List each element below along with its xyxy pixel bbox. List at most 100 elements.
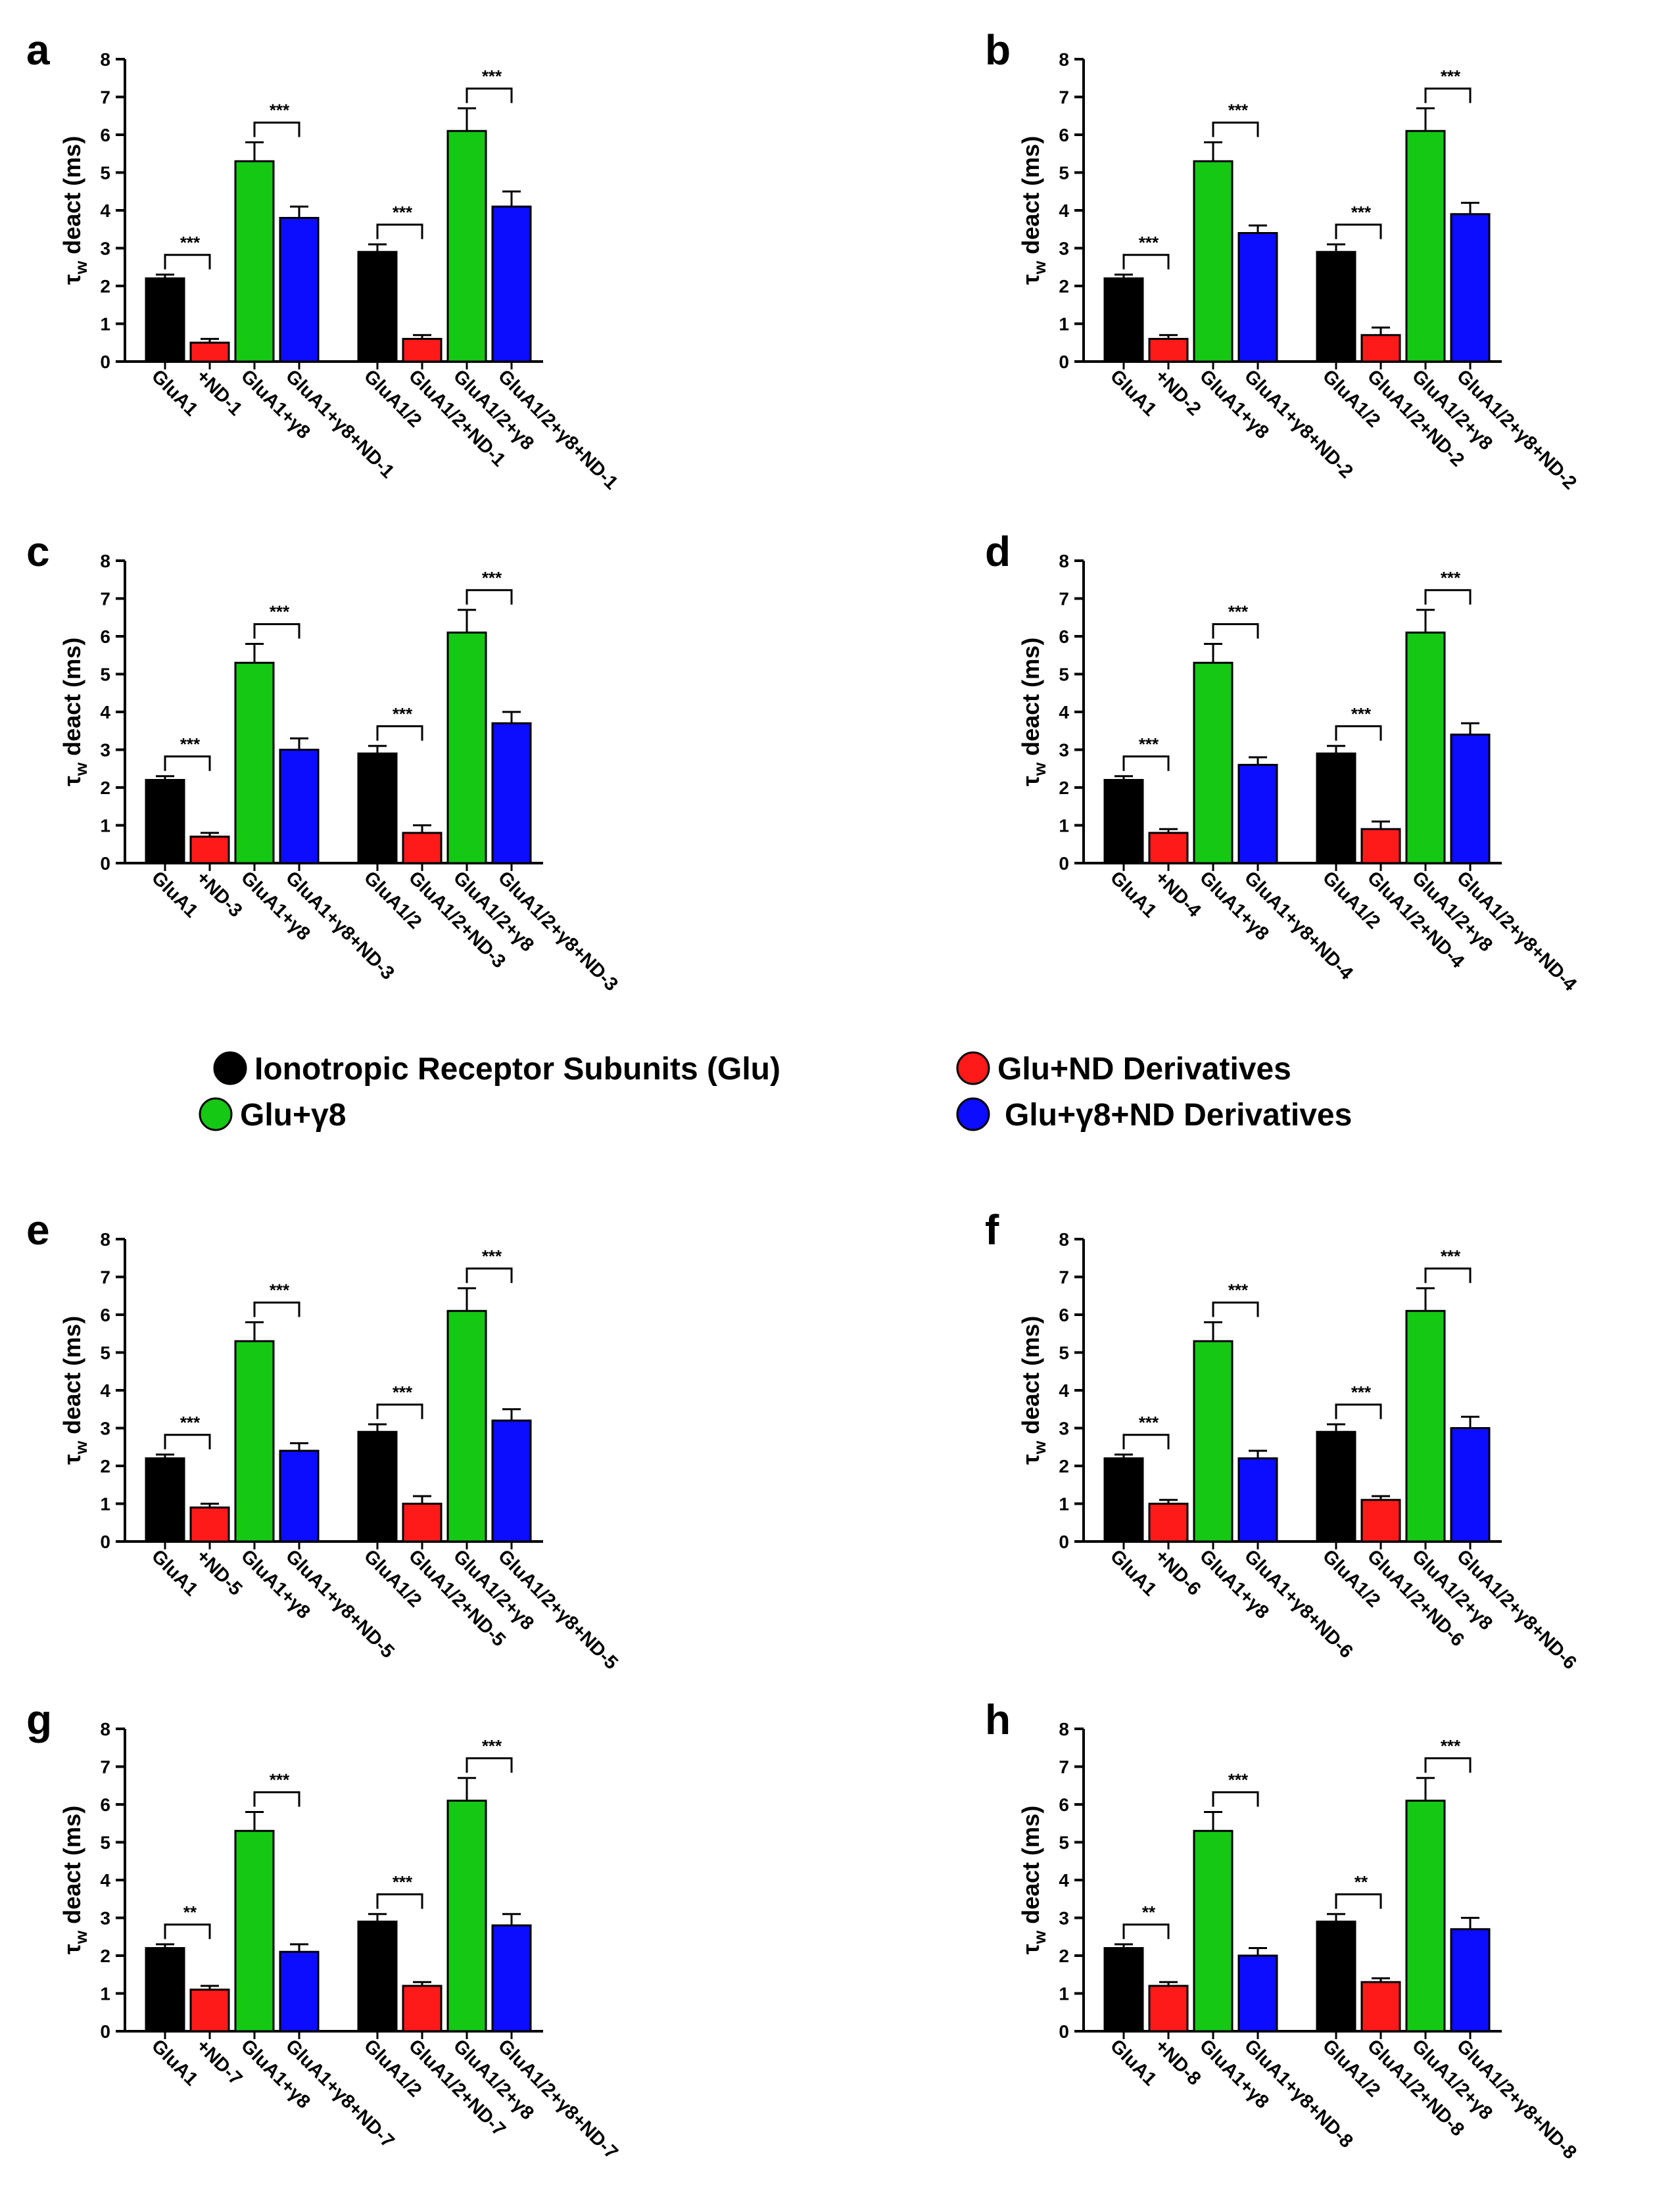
significance-label: *** bbox=[393, 1382, 413, 1402]
bar-GluA1/2+ND-3 bbox=[402, 832, 443, 864]
bar-GluA1+γ8+ND-8 bbox=[1237, 1954, 1278, 2033]
bar-+ND-2 bbox=[1148, 338, 1189, 363]
significance-label: *** bbox=[1441, 568, 1461, 588]
y-tick-label: 1 bbox=[100, 816, 110, 836]
bar-GluA1 bbox=[1103, 277, 1144, 363]
y-tick-label: 3 bbox=[1059, 1908, 1069, 1929]
significance-bracket bbox=[376, 725, 423, 741]
bar-GluA1/2+γ8 bbox=[1405, 631, 1446, 864]
bar-GluA1/2 bbox=[1316, 250, 1356, 363]
bar-GluA1/2+γ8+ND-8 bbox=[1450, 1928, 1491, 2033]
bar-GluA1+γ8 bbox=[1193, 1340, 1234, 1543]
significance-label: *** bbox=[482, 66, 502, 86]
significance-bracket bbox=[1212, 623, 1259, 639]
y-tick-label: 3 bbox=[100, 740, 110, 761]
significance-bracket bbox=[253, 1302, 300, 1317]
significance-label: *** bbox=[270, 1281, 290, 1300]
significance-label: *** bbox=[270, 1770, 290, 1790]
y-axis-title: τw deact (ms) bbox=[1017, 136, 1049, 285]
y-axis-title: τw deact (ms) bbox=[1017, 1806, 1049, 1954]
bar-GluA1 bbox=[145, 277, 185, 363]
y-axis-title-tau: τ bbox=[1017, 1944, 1044, 1954]
y-tick-label: 2 bbox=[1059, 1946, 1069, 1966]
y-axis-title-rest: deact (ms) bbox=[59, 638, 85, 763]
y-tick-label: 1 bbox=[1059, 816, 1069, 836]
bar-GluA1/2+γ8+ND-6 bbox=[1450, 1427, 1491, 1543]
y-tick-label: 3 bbox=[100, 1419, 110, 1439]
y-tick-label: 7 bbox=[1059, 87, 1069, 108]
y-tick-label: 7 bbox=[1059, 589, 1069, 609]
y-tick-label: 2 bbox=[100, 276, 110, 296]
bar-GluA1/2 bbox=[1316, 1920, 1356, 2033]
y-axis-title-tau: τ bbox=[1017, 776, 1044, 786]
y-axis-title-tau: τ bbox=[1017, 274, 1044, 285]
bar-GluA1+γ8 bbox=[234, 160, 275, 363]
panel-letter-g: g bbox=[26, 1696, 52, 1743]
significance-label: *** bbox=[393, 1872, 413, 1892]
y-tick-label: 4 bbox=[1059, 702, 1069, 722]
bar-GluA1/2 bbox=[357, 250, 398, 363]
bar-GluA1+γ8+ND-5 bbox=[279, 1449, 320, 1543]
y-tick-label: 7 bbox=[100, 1757, 110, 1777]
bar-GluA1/2+γ8+ND-5 bbox=[491, 1419, 532, 1543]
y-tick-label: 6 bbox=[1059, 1795, 1069, 1815]
bar-GluA1+γ8+ND-2 bbox=[1237, 232, 1278, 363]
significance-bracket bbox=[466, 589, 513, 605]
panel-letter-b: b bbox=[985, 26, 1011, 74]
panel-letter-h: h bbox=[985, 1696, 1011, 1743]
bar-GluA1/2+ND-4 bbox=[1360, 828, 1401, 864]
significance-bracket bbox=[164, 1434, 211, 1449]
y-tick-label: 8 bbox=[100, 1229, 110, 1250]
significance-bracket bbox=[253, 1791, 300, 1807]
bar-GluA1+γ8 bbox=[1193, 1829, 1234, 2033]
y-axis-title-rest: deact (ms) bbox=[59, 136, 85, 261]
y-axis-title-rest: deact (ms) bbox=[1017, 136, 1044, 261]
legend-marker-glu bbox=[213, 1051, 247, 1085]
significance-label: *** bbox=[393, 202, 413, 222]
significance-bracket bbox=[253, 623, 300, 639]
significance-label: *** bbox=[1441, 66, 1461, 86]
y-tick-label: 2 bbox=[1059, 276, 1069, 296]
significance-label: *** bbox=[1139, 1413, 1159, 1432]
y-tick-label: 0 bbox=[100, 1532, 110, 1552]
y-tick-label: 8 bbox=[100, 1719, 110, 1739]
significance-bracket bbox=[1122, 1434, 1170, 1449]
significance-label: *** bbox=[180, 1413, 201, 1432]
significance-bracket bbox=[376, 1893, 423, 1909]
significance-bracket bbox=[1212, 1302, 1259, 1317]
significance-label: *** bbox=[270, 602, 290, 622]
y-tick-label: 7 bbox=[100, 87, 110, 108]
bar-GluA1/2+γ8+ND-3 bbox=[491, 722, 532, 864]
y-tick-label: 6 bbox=[1059, 125, 1069, 145]
y-tick-label: 6 bbox=[100, 1305, 110, 1325]
bar-GluA1 bbox=[1103, 779, 1144, 864]
bar-GluA1/2+ND-2 bbox=[1360, 334, 1401, 363]
y-tick-label: 4 bbox=[100, 1870, 110, 1891]
y-tick-label: 0 bbox=[1059, 2021, 1069, 2042]
y-axis-title-sub: w bbox=[1030, 1440, 1049, 1455]
bar-GluA1/2 bbox=[1316, 1430, 1356, 1543]
y-tick-label: 5 bbox=[1059, 1343, 1069, 1363]
significance-bracket bbox=[1122, 254, 1170, 270]
significance-label: *** bbox=[1228, 1281, 1249, 1300]
significance-label: *** bbox=[482, 1246, 502, 1266]
y-tick-label: 8 bbox=[1059, 49, 1069, 70]
significance-label: *** bbox=[1139, 734, 1159, 754]
significance-bracket bbox=[1424, 87, 1472, 103]
significance-bracket bbox=[1424, 1267, 1472, 1283]
bar-+ND-3 bbox=[189, 835, 230, 864]
significance-bracket bbox=[1212, 1791, 1259, 1807]
bar-GluA1/2+γ8+ND-7 bbox=[491, 1924, 532, 2033]
significance-label: ** bbox=[1354, 1872, 1368, 1892]
significance-label: *** bbox=[1228, 602, 1249, 622]
significance-label: *** bbox=[270, 101, 290, 120]
legend-marker-glu-g8-nd bbox=[956, 1097, 990, 1131]
y-axis-title: τw deact (ms) bbox=[59, 1806, 91, 1954]
bar-GluA1+γ8+ND-1 bbox=[279, 217, 320, 363]
significance-bracket bbox=[164, 755, 211, 771]
y-axis-title: τw deact (ms) bbox=[1017, 1316, 1049, 1465]
y-axis-title-rest: deact (ms) bbox=[1017, 1806, 1044, 1931]
y-tick-label: 4 bbox=[100, 1380, 110, 1401]
panel-letter-a: a bbox=[26, 26, 50, 74]
